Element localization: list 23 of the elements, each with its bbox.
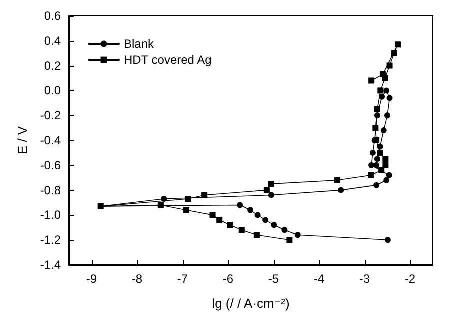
x-tick-label: -5 bbox=[268, 272, 280, 286]
x-tick-label: -7 bbox=[177, 272, 188, 286]
x-tick-label: -2 bbox=[404, 272, 416, 286]
y-tick-label: -1.2 bbox=[40, 233, 62, 248]
y-axis-title: E / V bbox=[15, 126, 30, 155]
x-tick-label: -8 bbox=[132, 272, 143, 286]
y-tick-label: 0.2 bbox=[44, 58, 62, 73]
legend-label: HDT covered Ag bbox=[124, 53, 212, 67]
y-tick-label: -1.0 bbox=[40, 208, 62, 222]
x-tick-label: -9 bbox=[86, 272, 98, 286]
y-tick-label: -0.6 bbox=[40, 158, 62, 172]
y-tick-label: 0.6 bbox=[44, 9, 62, 23]
legend-label: Blank bbox=[124, 37, 156, 51]
x-tick-label: -4 bbox=[314, 272, 325, 286]
y-tick-label: 0.4 bbox=[44, 34, 62, 48]
y-tick-label: -0.2 bbox=[40, 108, 62, 123]
y-tick-label: -0.4 bbox=[40, 134, 62, 148]
y-tick-label: 0.0 bbox=[44, 84, 62, 98]
x-tick-label: -3 bbox=[359, 272, 370, 286]
x-tick-label: -6 bbox=[222, 272, 234, 286]
y-tick-label: -0.8 bbox=[40, 183, 62, 198]
y-tick-label: -1.4 bbox=[40, 258, 62, 272]
x-axis-title: lg (/ / A·cm⁻²) bbox=[212, 296, 290, 311]
